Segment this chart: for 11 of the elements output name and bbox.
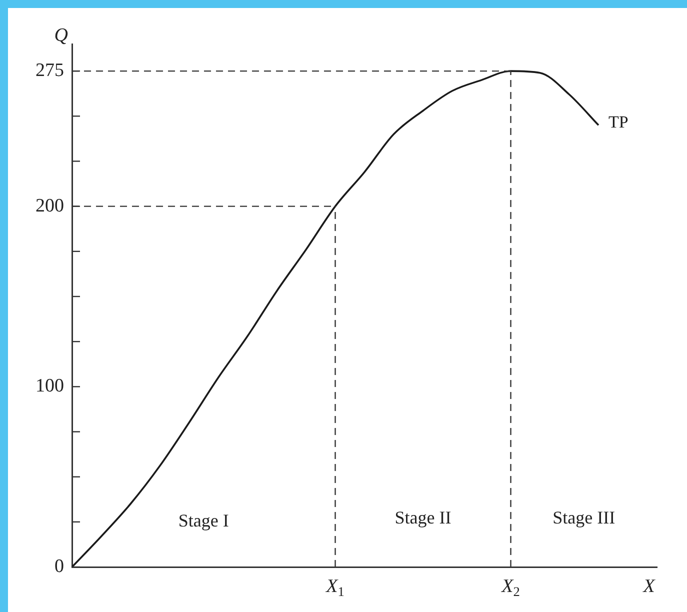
annotation: Stage II (394, 508, 452, 528)
annotation: Stage III (552, 508, 616, 528)
y-tick-label: 100 (36, 376, 64, 397)
y-tick-label: 275 (36, 60, 64, 82)
annotation: Stage I (178, 510, 229, 531)
line-series (71, 70, 600, 567)
y-axis-title: Q (54, 25, 68, 46)
x-axis-title: X (642, 576, 656, 597)
y-tick-label: 0 (54, 556, 64, 577)
y-tick-label: 200 (36, 195, 64, 216)
series-label: TP (608, 112, 628, 132)
